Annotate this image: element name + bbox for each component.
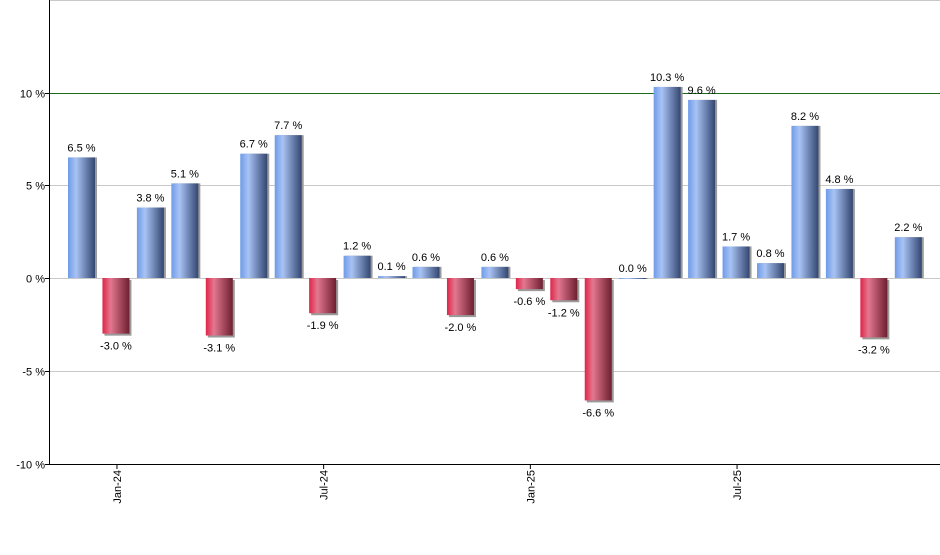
bar — [515, 278, 543, 290]
bar — [653, 86, 681, 278]
data-label: 0.6 % — [481, 252, 509, 264]
data-label: 9.6 % — [688, 85, 716, 97]
bar — [68, 157, 95, 278]
bar — [619, 278, 647, 279]
bar — [791, 125, 819, 278]
bar — [825, 188, 853, 278]
data-label: 0.1 % — [377, 261, 405, 273]
data-label: 1.7 % — [722, 231, 750, 243]
y-tick-label: 10 % — [20, 89, 45, 101]
data-label: -1.2 % — [548, 307, 580, 319]
x-tick-label: Jan-24 — [112, 470, 124, 504]
data-label: 10.3 % — [650, 72, 684, 84]
bar — [378, 276, 406, 278]
data-label: -3.1 % — [203, 343, 235, 355]
data-label: 8.2 % — [791, 111, 819, 123]
x-tick-label: Jul-24 — [319, 470, 331, 500]
bar — [481, 266, 509, 278]
bar — [722, 246, 750, 278]
bar — [688, 99, 716, 278]
data-label: 4.8 % — [825, 174, 853, 186]
bar — [136, 207, 164, 278]
y-tick-label: 0 % — [26, 274, 45, 286]
bar — [412, 266, 440, 278]
bar — [446, 278, 474, 316]
data-label: 0.0 % — [619, 263, 647, 275]
data-label: 0.8 % — [756, 248, 784, 260]
data-label: 1.2 % — [343, 241, 371, 253]
bar — [102, 278, 130, 334]
data-label: 6.5 % — [67, 142, 95, 154]
data-label: 5.1 % — [171, 168, 199, 180]
bar — [550, 278, 578, 301]
bar — [240, 153, 268, 278]
bar — [584, 278, 612, 401]
data-label: -1.9 % — [307, 320, 339, 332]
data-label: 3.8 % — [136, 193, 164, 205]
data-label: -0.6 % — [513, 296, 545, 308]
bar — [205, 278, 233, 336]
x-tick-label: Jul-25 — [732, 470, 744, 500]
y-tick-label: -10 % — [16, 460, 45, 472]
y-tick-label: -5 % — [22, 367, 45, 379]
data-label: -3.2 % — [858, 344, 890, 356]
bar — [309, 278, 337, 314]
data-label: 2.2 % — [894, 222, 922, 234]
data-label: 7.7 % — [274, 120, 302, 132]
data-label: -2.0 % — [445, 322, 477, 334]
data-label: 6.7 % — [240, 139, 268, 151]
bar — [343, 255, 371, 278]
data-label: 0.6 % — [412, 252, 440, 264]
data-label: -3.0 % — [100, 341, 132, 353]
x-tick-label: Jan-25 — [525, 470, 537, 504]
bar — [860, 278, 888, 338]
data-label: -6.6 % — [582, 407, 614, 419]
bar — [894, 237, 922, 278]
y-tick-label: 5 % — [26, 181, 45, 193]
bar — [757, 263, 784, 278]
bar — [274, 135, 302, 278]
bar — [171, 183, 199, 278]
